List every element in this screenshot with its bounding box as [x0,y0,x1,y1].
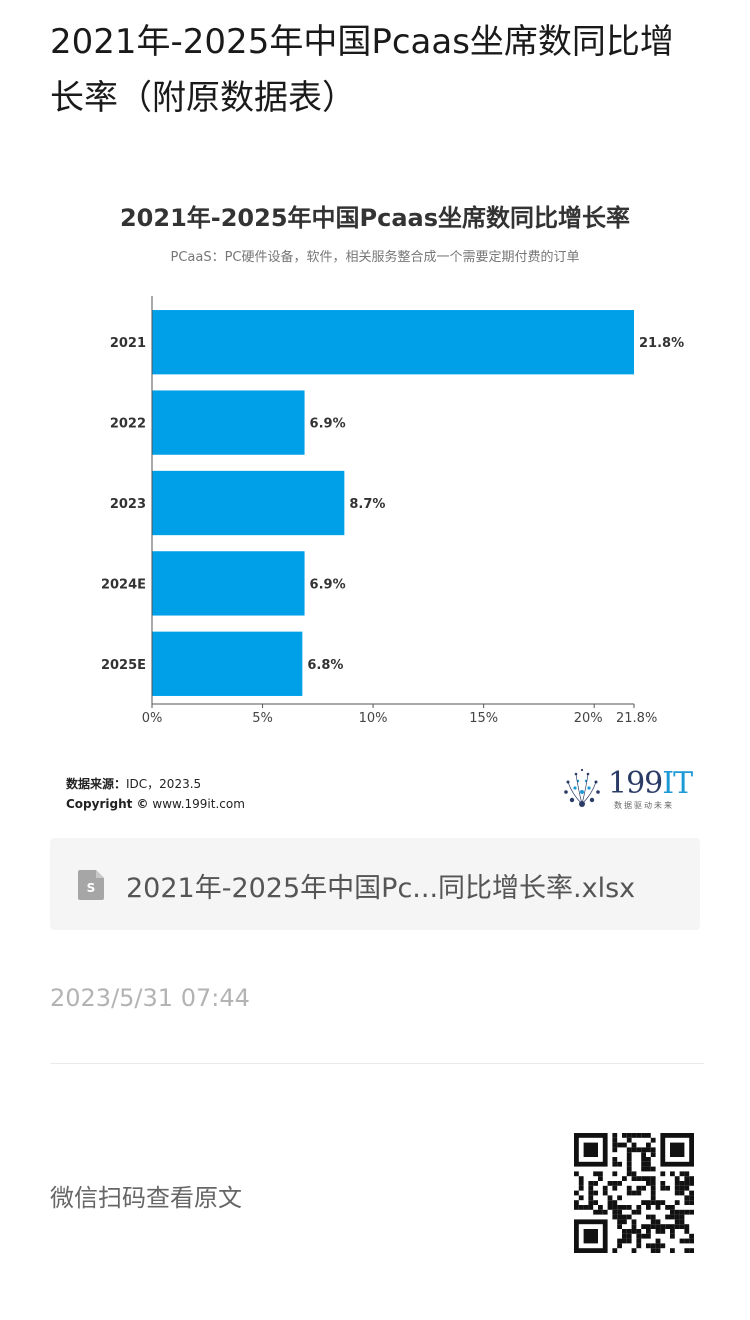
category-label-2024E: 2024E [101,577,146,592]
brand-logo: 199IT 数据驱动未来 [558,764,698,814]
chart-title: 2021年-2025年中国Pcaas坐席数同比增长率 [119,204,631,232]
bar-2022 [152,390,305,455]
chart-subtitle: PCaaS：PC硬件设备，软件，相关服务整合成一个需要定期付费的订单 [170,250,580,265]
copyright-label: Copyright © [66,797,149,811]
x-tick-label: 20% [574,711,603,726]
value-label-2021: 21.8% [639,336,684,351]
logo-text-accent: IT [662,766,693,801]
qr-caption: 微信扫码查看原文 [50,1184,242,1212]
bar-2024E [152,551,305,616]
bar-2025E [152,631,303,696]
chart-svg: 2021 21.8% 2022 6.9% 2023 8.7% 2024E 6.9% 2025E 6… [101,296,684,726]
logo-text: 199IT [608,766,693,801]
source-block: 数据来源：IDC，2023.5 Copyright © www.199it.co… [66,774,245,814]
x-tick-label: 5% [252,711,273,726]
value-label-2024E: 6.9% [310,577,346,592]
publish-timestamp: 2023/5/31 07:44 [50,984,250,1012]
page-title: 2021年-2025年中国Pcaas坐席数同比增长率（附原数据表） [50,22,674,118]
x-tick-label: 0% [142,711,163,726]
x-tick-label: 21.8% [616,711,657,726]
category-label-2022: 2022 [110,417,146,432]
divider [50,1063,704,1064]
spreadsheet-file-icon: S [78,870,104,900]
x-tick-label: 15% [469,711,498,726]
value-label-2022: 6.9% [310,417,346,432]
category-label-2023: 2023 [110,497,146,512]
file-name[interactable]: 2021年-2025年中国Pc...同比增长率.xlsx [126,873,636,904]
logo-mark-icon [564,768,600,807]
source-label: 数据来源： [66,777,127,791]
chart: 2021 21.8% 2022 6.9% 2023 8.7% 2024E 6.9% 2025E 6… [50,190,700,830]
category-label-2021: 2021 [110,336,146,351]
logo-text-main: 199 [608,766,663,801]
attachment-file-card[interactable]: S 2021年-2025年中国Pc...同比增长率.xlsx [50,838,700,930]
qr-code-icon[interactable] [574,1133,694,1253]
svg-text:S: S [87,881,96,895]
category-label-2025E: 2025E [101,658,146,673]
bar-2021 [152,310,634,375]
logo-tagline: 数据驱动未来 [614,801,674,810]
bar-2023 [152,470,345,536]
copyright-value: www.199it.com [152,797,245,811]
value-label-2023: 8.7% [349,497,385,512]
source-value: IDC，2023.5 [126,777,202,791]
x-tick-label: 10% [359,711,388,726]
value-label-2025E: 6.8% [307,658,343,673]
